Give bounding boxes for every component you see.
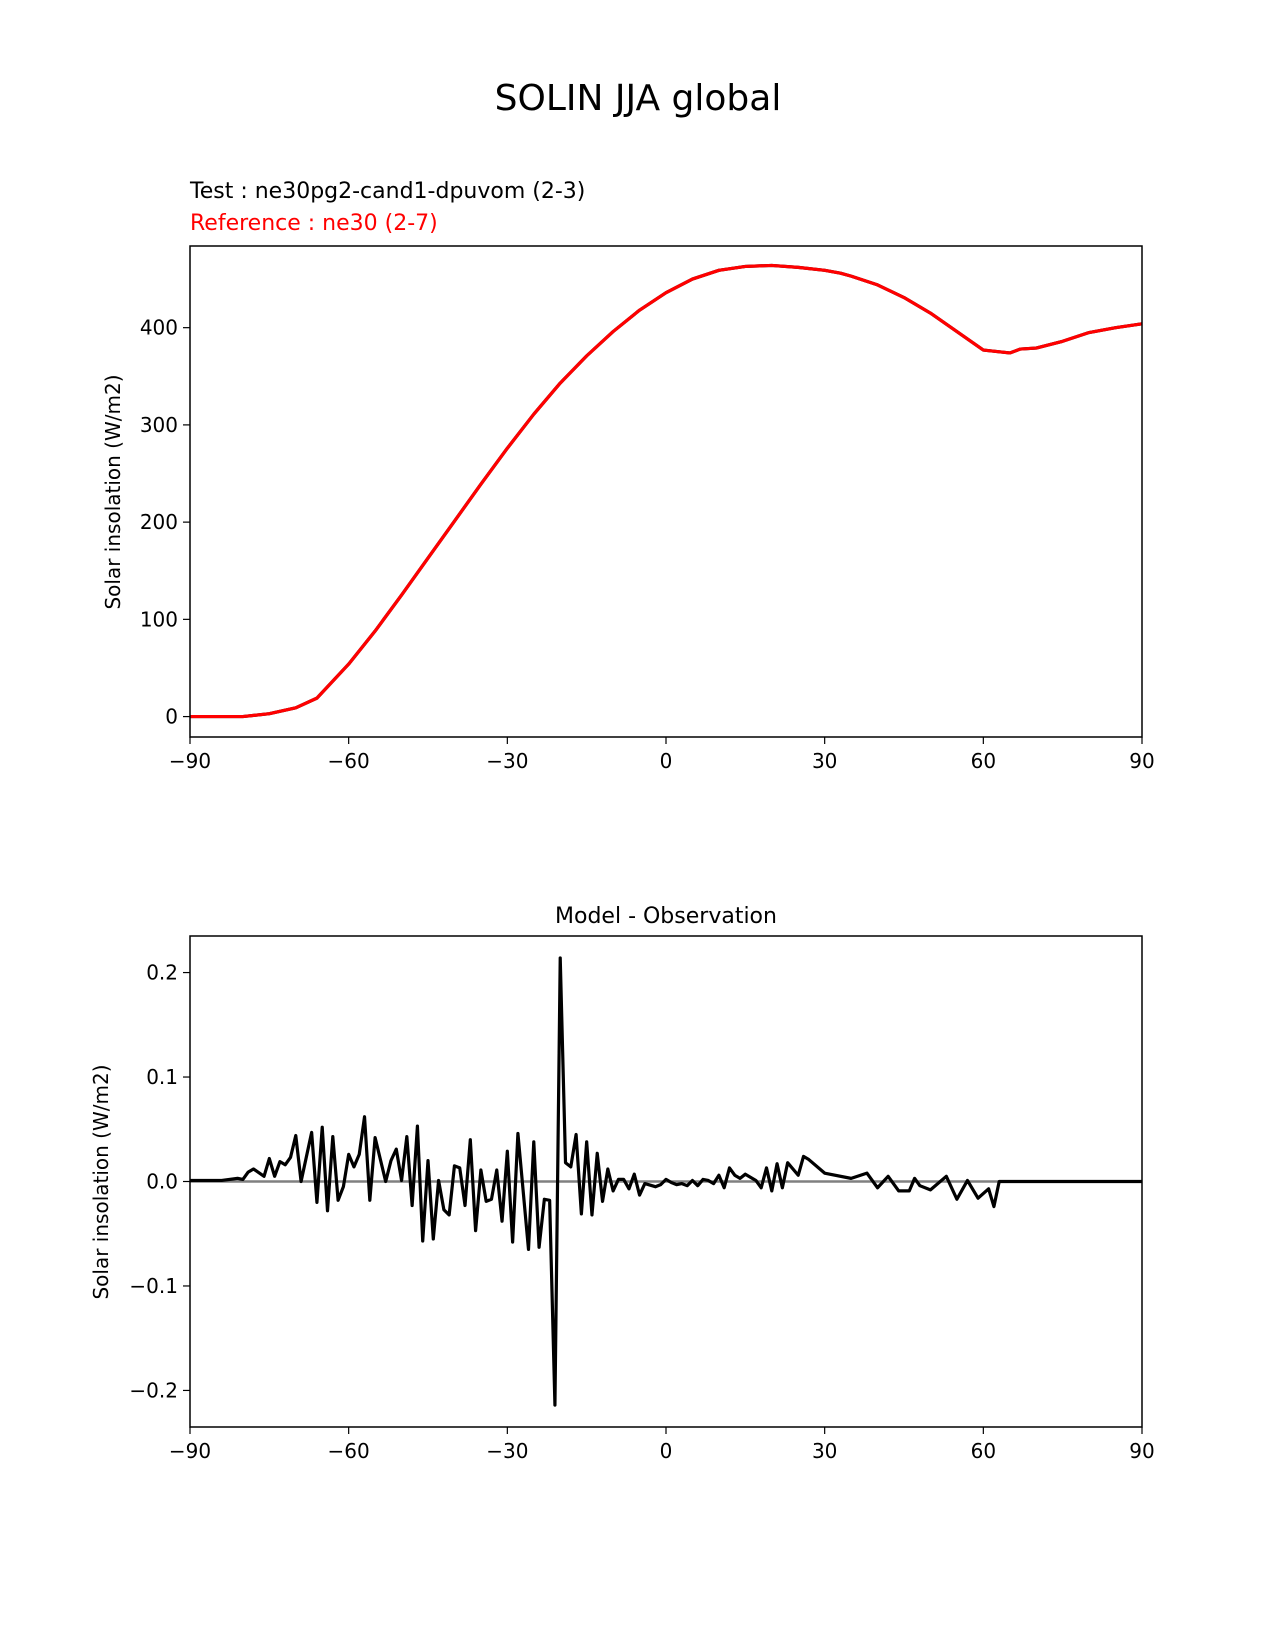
y-tick-label: 0.0 (146, 1170, 178, 1194)
y-tick-label: 0.1 (146, 1065, 178, 1089)
y-tick-label: −0.1 (129, 1274, 178, 1298)
x-tick-label: 0 (660, 749, 673, 773)
x-tick-label: 30 (812, 1439, 837, 1463)
y-tick-label: 400 (140, 316, 178, 340)
top-plot-area (190, 263, 1143, 719)
x-tick-label: −90 (169, 749, 211, 773)
y-tick-label: 300 (140, 413, 178, 437)
x-tick-label: 60 (971, 749, 996, 773)
x-tick-label: 90 (1129, 1439, 1154, 1463)
y-tick-label: −0.2 (129, 1378, 178, 1402)
x-tick-label: 30 (812, 749, 837, 773)
x-tick-label: −60 (328, 1439, 370, 1463)
top-y-axis: 0 100 200 300 400 (140, 316, 190, 729)
top-x-axis: −90 −60 −30 0 30 60 90 (169, 737, 1155, 773)
y-tick-label: 100 (140, 607, 178, 631)
reference-series-line (190, 263, 1143, 719)
y-tick-label: 200 (140, 510, 178, 534)
bottom-plot-area (190, 956, 1142, 1407)
difference-series-line (190, 956, 1142, 1407)
figure-title: SOLIN JJA global (495, 78, 782, 119)
y-tick-label: 0.2 (146, 961, 178, 985)
bottom-y-axis-label: Solar insolation (W/m2) (89, 1064, 113, 1299)
x-tick-label: −60 (328, 749, 370, 773)
top-panel: Test : ne30pg2-cand1-dpuvom (2-3) Refere… (101, 179, 1155, 773)
bottom-y-axis: −0.2 −0.1 0.0 0.1 0.2 (129, 961, 190, 1402)
legend-test-label: Test : ne30pg2-cand1-dpuvom (2-3) (189, 179, 585, 204)
bottom-panel: Model - Observation −90 −60 −30 0 30 60 90 −0.… (89, 904, 1155, 1463)
x-tick-label: 0 (660, 1439, 673, 1463)
x-tick-label: −30 (486, 1439, 528, 1463)
legend-reference-label: Reference : ne30 (2-7) (190, 211, 438, 236)
x-tick-label: 60 (971, 1439, 996, 1463)
top-y-axis-label: Solar insolation (W/m2) (101, 374, 125, 609)
x-tick-label: −30 (486, 749, 528, 773)
y-tick-label: 0 (165, 705, 178, 729)
x-tick-label: −90 (169, 1439, 211, 1463)
bottom-x-axis: −90 −60 −30 0 30 60 90 (169, 1427, 1155, 1463)
bottom-panel-title: Model - Observation (555, 904, 777, 929)
x-tick-label: 90 (1129, 749, 1154, 773)
